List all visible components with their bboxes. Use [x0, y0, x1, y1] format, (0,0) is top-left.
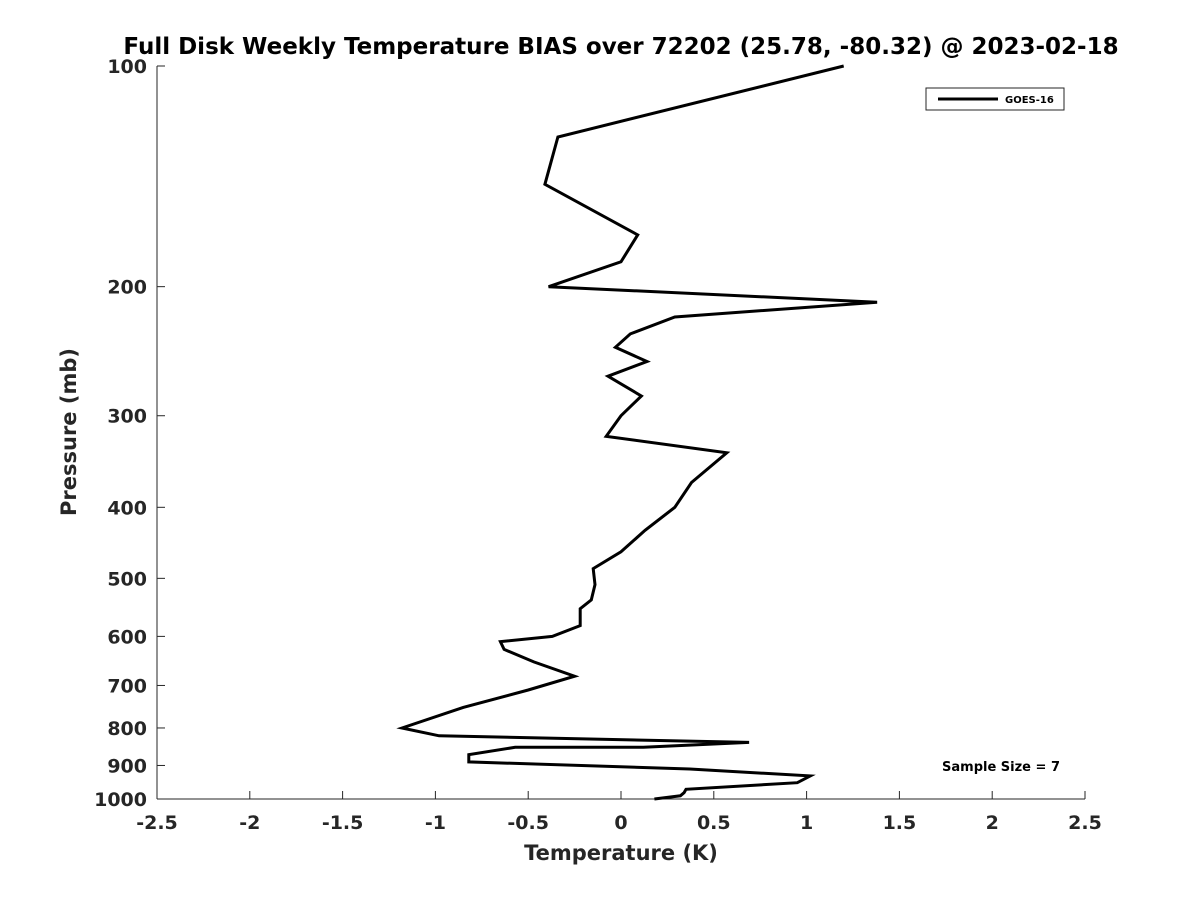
y-tick-label: 500 — [107, 568, 147, 590]
plot-axes — [156, 66, 1085, 800]
x-tick-label: -1 — [425, 812, 446, 834]
y-tick-label: 800 — [107, 718, 147, 740]
x-tick-label: 2.5 — [1068, 812, 1102, 834]
y-tick-label: 900 — [107, 755, 147, 777]
series-group — [396, 64, 878, 801]
sample-size-annotation: Sample Size = 7 — [942, 760, 1060, 775]
y-tick-label: 400 — [107, 497, 147, 519]
x-tick-label: -0.5 — [507, 812, 549, 834]
x-tick-label: 1.5 — [883, 812, 917, 834]
x-axis-ticks: -2.5 -2 -1.5 -1 -0.5 0 0.5 1 1.5 2 2.5 — [136, 791, 1102, 834]
x-axis-label: Temperature (K) — [524, 841, 718, 865]
chart-title: Full Disk Weekly Temperature BIAS over 7… — [123, 34, 1118, 60]
x-tick-label: -2.5 — [136, 812, 178, 834]
x-tick-label: -1.5 — [322, 812, 364, 834]
x-tick-label: 1 — [800, 812, 813, 834]
legend-label: GOES-16 — [1005, 95, 1054, 106]
y-tick-label: 200 — [107, 277, 147, 299]
x-tick-label: -2 — [239, 812, 260, 834]
y-tick-label: 600 — [107, 626, 147, 648]
series-line — [396, 64, 878, 801]
y-tick-label: 700 — [107, 675, 147, 697]
y-tick-label: 1000 — [94, 789, 147, 811]
y-axis-label: Pressure (mb) — [57, 348, 81, 516]
legend: GOES-16 — [925, 87, 1065, 111]
y-tick-label: 100 — [107, 56, 147, 78]
x-tick-label: 0.5 — [697, 812, 731, 834]
x-tick-label: 0 — [614, 812, 627, 834]
y-axis-ticks: 100 200 300 400 500 600 700 800 900 1000 — [94, 56, 165, 811]
y-tick-label: 300 — [107, 406, 147, 428]
x-tick-label: 2 — [986, 812, 999, 834]
